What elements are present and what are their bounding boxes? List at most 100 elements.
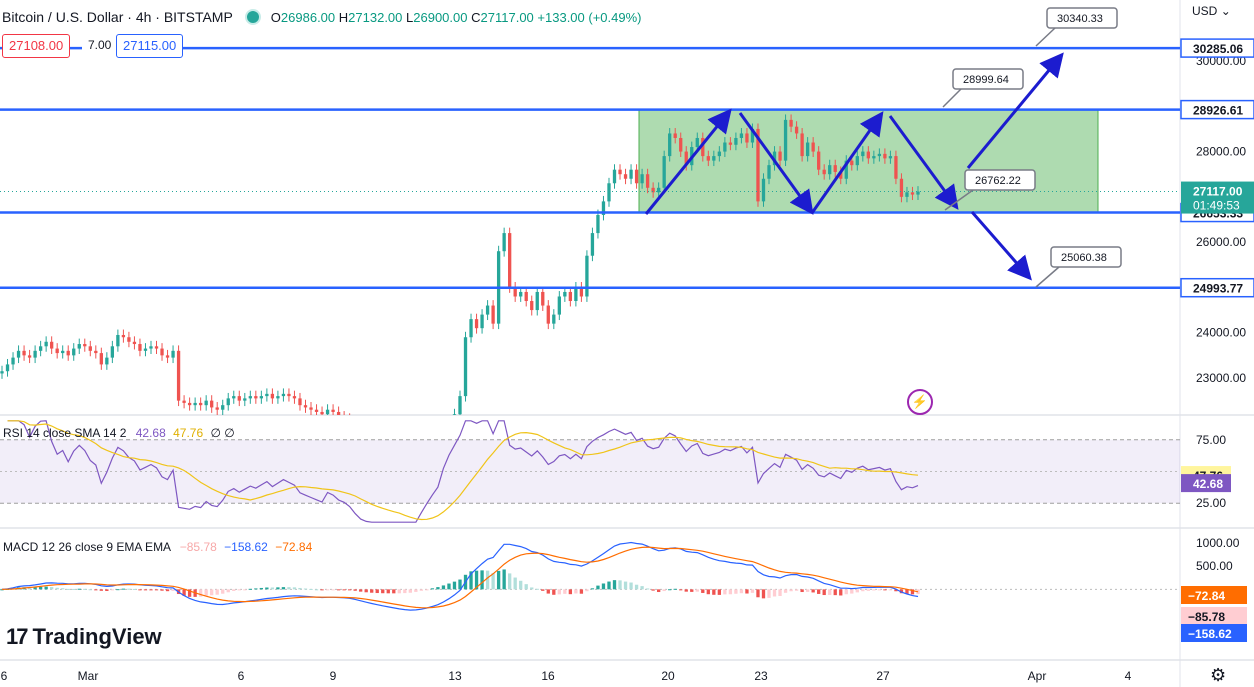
- macd-hist-bar: [204, 589, 208, 596]
- candle-body: [182, 400, 186, 403]
- gear-icon[interactable]: ⚙: [1210, 665, 1227, 685]
- rsi-legend[interactable]: RSI 14 close SMA 14 2 42.68 47.76 ∅ ∅: [3, 426, 235, 440]
- macd-hist-bar: [441, 585, 446, 590]
- macd-hist-bar: [447, 583, 451, 590]
- y-tick-label: 24000.00: [1196, 326, 1246, 340]
- candle-body: [734, 137, 738, 145]
- buy-button[interactable]: 27115.00: [116, 34, 184, 58]
- candle-body: [866, 151, 870, 159]
- symbol-title[interactable]: Bitcoin / U.S. Dollar · 4h · BITSTAMP: [2, 9, 233, 25]
- macd-hist-bar: [55, 587, 59, 590]
- candle-body: [171, 350, 175, 358]
- macd-hist-bar: [684, 589, 688, 592]
- y-tick-label: 26000.00: [1196, 235, 1246, 249]
- macd-hist-bar: [530, 587, 534, 590]
- level-tag: [1180, 38, 1254, 58]
- candle-body: [839, 171, 843, 179]
- macd-hist-bar: [894, 589, 898, 592]
- macd-hist-bar: [458, 579, 462, 590]
- macd-hist-bar: [513, 577, 517, 590]
- candle-body: [524, 291, 528, 302]
- macd-hist-bar: [783, 589, 788, 593]
- macd-hist-bar: [132, 588, 137, 590]
- candle-body: [160, 348, 164, 356]
- level-price-label: 28926.61: [1193, 104, 1243, 118]
- macd-hist-bar: [541, 589, 545, 591]
- macd-hist-bar: [77, 588, 81, 590]
- trend-arrow: [970, 211, 1032, 281]
- candle-body: [910, 192, 915, 195]
- candle-body: [11, 357, 15, 365]
- candle-body: [618, 169, 622, 175]
- macd-hist-bar: [347, 589, 352, 591]
- candle-body: [0, 371, 4, 374]
- macd-hist-bar: [789, 589, 793, 592]
- macd-hist-bar: [877, 589, 882, 591]
- candle-body: [176, 350, 181, 401]
- macd-hist-bar: [546, 589, 550, 594]
- candle-body: [38, 346, 43, 351]
- macd-hist-bar: [408, 589, 412, 593]
- currency-selector[interactable]: USD ⌄: [1192, 4, 1231, 18]
- macd-hist-bar: [342, 589, 346, 591]
- candle-body: [298, 398, 302, 406]
- x-tick-label: 23: [754, 669, 768, 683]
- candle-body: [656, 187, 661, 193]
- macd-hist-bar: [524, 584, 528, 590]
- candle-body: [563, 291, 567, 297]
- callout-box: [1050, 246, 1122, 268]
- callout-box: [964, 169, 1036, 191]
- sell-button[interactable]: 27108.00: [2, 34, 71, 58]
- macd-hist-bar: [618, 580, 622, 590]
- lightning-icon[interactable]: ⚡: [907, 389, 933, 415]
- candle-body: [121, 334, 126, 338]
- macd-hist-bar: [662, 589, 666, 592]
- macd-hist-bar: [198, 589, 203, 597]
- macd-hist-bar: [127, 588, 131, 590]
- macd-hist-bar: [160, 589, 164, 591]
- callout-label: 28999.64: [963, 74, 1009, 86]
- macd-hist-bar: [612, 580, 617, 590]
- candle-body: [629, 169, 633, 179]
- macd-hist-bar: [756, 589, 760, 598]
- candle-body: [210, 400, 214, 408]
- macd-hist-bar: [182, 589, 186, 596]
- macd-hist-bar: [66, 588, 70, 590]
- candle-body: [243, 398, 247, 401]
- macd-hist-bar: [353, 589, 357, 591]
- macd-hist-bar: [728, 589, 733, 595]
- rsi-tag: [1181, 474, 1231, 493]
- macd-hist-bar: [695, 589, 699, 592]
- candle-body: [149, 346, 153, 349]
- macd-hist-bar: [590, 588, 595, 590]
- rsi-value: 42.68: [135, 426, 166, 440]
- macd-hist-bar: [645, 588, 650, 590]
- candle-body: [165, 355, 170, 358]
- macd-hist-bar: [259, 587, 264, 590]
- tradingview-logo: 17 TradingView: [6, 624, 162, 650]
- candle-body: [783, 119, 788, 161]
- macd-legend[interactable]: MACD 12 26 close 9 EMA EMA −85.78 −158.6…: [3, 540, 312, 554]
- candle-body: [883, 153, 887, 159]
- macd-hist-bar: [116, 589, 120, 591]
- x-tick-label: 6: [238, 669, 245, 683]
- candle-body: [204, 400, 208, 406]
- candle-body: [55, 348, 59, 354]
- candle-body: [99, 353, 103, 365]
- candle-body: [668, 133, 672, 157]
- candle-body: [452, 414, 457, 415]
- candle-body: [61, 350, 65, 354]
- macd-signal-tag: [1181, 586, 1247, 604]
- candle-body: [458, 396, 462, 415]
- candle-body: [50, 341, 54, 349]
- macd-hist-bar: [585, 589, 589, 592]
- candle-body: [662, 156, 666, 188]
- candle-body: [287, 393, 291, 397]
- macd-hist-bar: [634, 584, 639, 590]
- trend-arrow: [810, 111, 884, 214]
- macd-hist-bar: [403, 589, 407, 594]
- candle-body: [778, 151, 782, 161]
- macd-hist-bar: [750, 589, 755, 593]
- candle-body: [568, 291, 573, 302]
